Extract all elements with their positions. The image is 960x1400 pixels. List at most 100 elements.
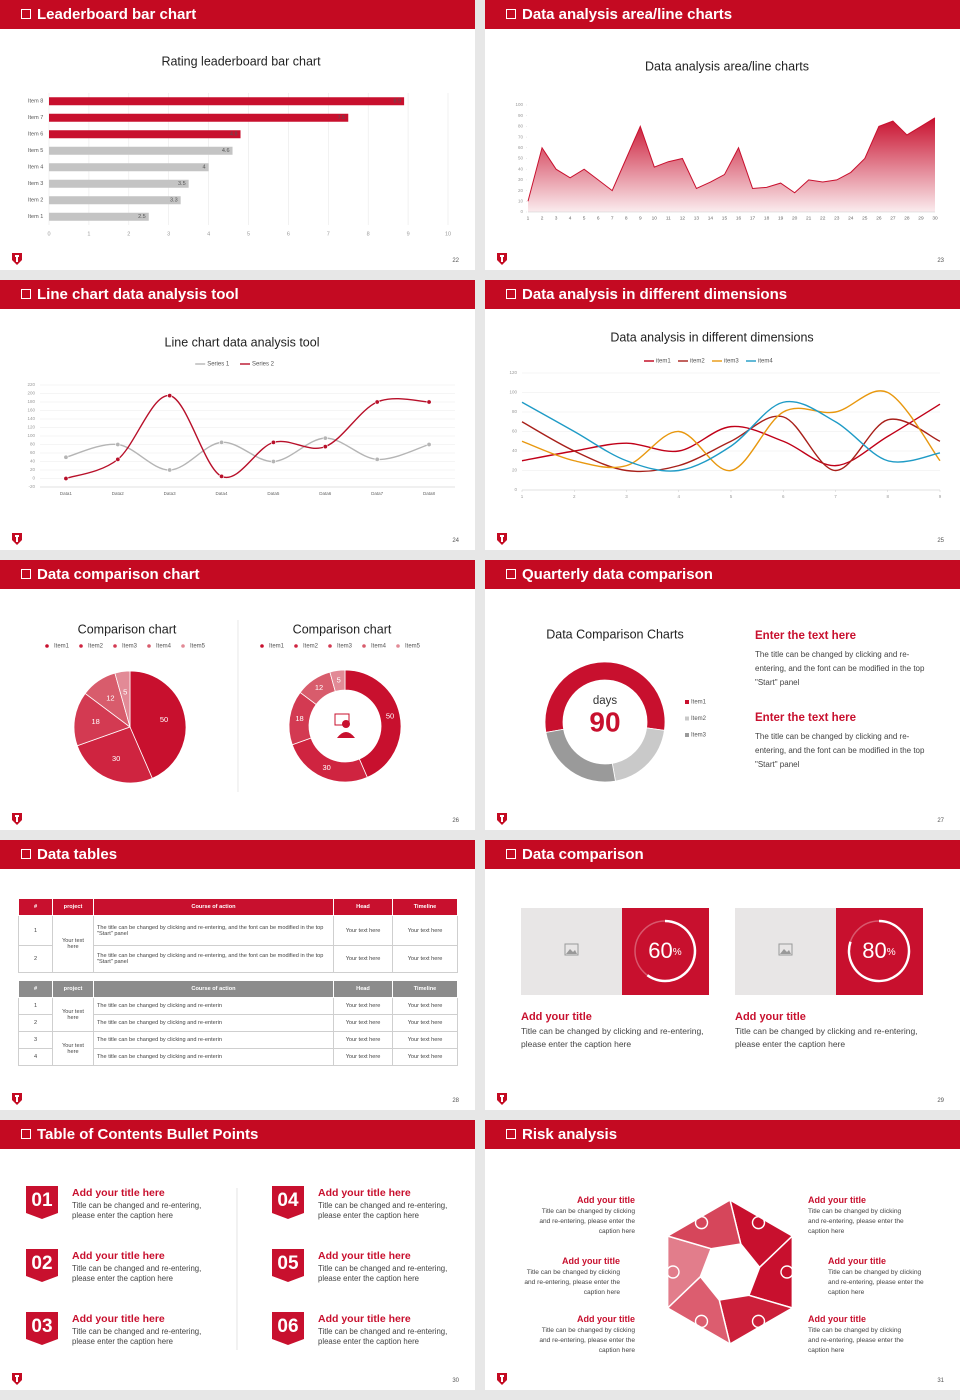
category-label: Item 4 bbox=[28, 165, 43, 171]
pie-slice bbox=[545, 728, 616, 783]
icon-picture bbox=[564, 943, 579, 956]
item-text: Title can be changed and re-entering, pl… bbox=[72, 1327, 202, 1346]
category-label: Item 2 bbox=[28, 198, 43, 204]
legend-swatch bbox=[147, 644, 151, 648]
legend-swatch bbox=[685, 700, 689, 704]
legend-label: Series 1 bbox=[207, 362, 230, 368]
table-row: 2 The title can be changed by clicking an… bbox=[18, 945, 458, 973]
series-line bbox=[521, 400, 941, 472]
slide-title: Data comparison chart bbox=[37, 566, 200, 583]
segment-icon bbox=[694, 1314, 709, 1329]
x-tick-label: 14 bbox=[708, 215, 714, 221]
x-tick-label: 3 bbox=[555, 215, 558, 221]
bar bbox=[49, 163, 209, 172]
x-tick-label: 8 bbox=[625, 215, 628, 221]
y-tick-label: 30 bbox=[518, 177, 524, 182]
y-tick-label: 50 bbox=[518, 156, 524, 161]
slide-header: Data comparison bbox=[485, 840, 960, 869]
progress-value: 80% bbox=[862, 938, 895, 963]
logo-mark bbox=[500, 815, 504, 822]
category-label: Item 6 bbox=[28, 132, 43, 138]
head-cell: Your text here bbox=[333, 1031, 393, 1049]
x-tick-label: Data7 bbox=[371, 491, 384, 496]
header-cell: Head bbox=[333, 898, 393, 916]
point bbox=[219, 439, 225, 445]
y-tick-label: 120 bbox=[27, 425, 35, 430]
slide: Table of Contents Bullet Points 30 01 Add y… bbox=[0, 1120, 475, 1390]
x-tick-label: Data8 bbox=[423, 491, 436, 496]
y-tick-label: 0 bbox=[514, 487, 517, 492]
badge-number: 05 bbox=[277, 1253, 299, 1274]
slide: Data comparison chart Comparison chart 50 3… bbox=[0, 560, 475, 830]
x-tick-label: Data3 bbox=[164, 491, 177, 496]
course-cell: The title can be changed by clicking and… bbox=[93, 1031, 334, 1049]
risk-title: Add your title bbox=[808, 1314, 866, 1324]
page-number: 28 bbox=[452, 1098, 459, 1104]
value-number: 60 bbox=[648, 938, 672, 963]
legend-swatch bbox=[181, 644, 185, 648]
data-label: 30 bbox=[323, 763, 331, 772]
data-label: 4 bbox=[203, 165, 206, 171]
data-label: 18 bbox=[295, 714, 303, 723]
slide-header: Quarterly data comparison bbox=[485, 560, 960, 589]
course-cell: The title can be changed by clicking and… bbox=[93, 915, 334, 946]
project-cell: Your text here bbox=[52, 997, 94, 1032]
x-tick-label: 1 bbox=[521, 494, 524, 499]
point bbox=[374, 456, 380, 462]
table-row: 1 Your text here The title can be changed … bbox=[18, 997, 458, 1032]
number-badge bbox=[26, 1249, 58, 1282]
x-tick-label: 16 bbox=[736, 215, 742, 221]
page-number: 27 bbox=[937, 818, 944, 824]
x-tick-label: 5 bbox=[583, 215, 586, 221]
data-label: 5 bbox=[337, 675, 341, 684]
number-badge bbox=[272, 1312, 304, 1345]
x-tick-label: 2 bbox=[127, 231, 130, 237]
pie-slice bbox=[544, 661, 666, 733]
slide-title: Table of Contents Bullet Points bbox=[37, 1126, 259, 1143]
x-tick-label: 13 bbox=[694, 215, 700, 221]
head-cell: Your text here bbox=[333, 1048, 393, 1066]
x-tick-label: 7 bbox=[327, 231, 330, 237]
checkbox-icon bbox=[21, 289, 31, 299]
head-cell: Your text here bbox=[333, 915, 393, 946]
series-line bbox=[521, 403, 941, 467]
header-row: # project Course of action Head Timeline bbox=[18, 898, 458, 916]
data-label: 2.5 bbox=[138, 214, 146, 220]
header-cell: Course of action bbox=[93, 898, 334, 916]
slide-canvas: Comparison chart 50 30 18 12 5 Item1 Item2 Item3… bbox=[45, 620, 421, 792]
chart-title: Data Comparison Charts bbox=[546, 627, 684, 641]
course-cell: The title can be changed by clicking and… bbox=[93, 945, 334, 973]
point bbox=[167, 393, 173, 399]
logo-mark bbox=[15, 1375, 19, 1382]
risk-title: Add your title bbox=[562, 1256, 620, 1266]
x-tick-label: 28 bbox=[904, 215, 910, 221]
slide-title: Data analysis area/line charts bbox=[522, 6, 733, 23]
y-tick-label: 20 bbox=[518, 188, 524, 193]
logo bbox=[497, 253, 507, 265]
progress-arc bbox=[646, 919, 697, 983]
row-number: 1 bbox=[18, 997, 53, 1015]
chart: Data analysis area/line charts 0 10 20 30 40 5… bbox=[515, 59, 938, 221]
legend-swatch bbox=[260, 644, 264, 648]
segment-icon bbox=[666, 1265, 680, 1279]
segment-icon bbox=[751, 1314, 766, 1329]
category-label: Item 7 bbox=[28, 115, 43, 121]
logo bbox=[12, 1093, 22, 1105]
logo bbox=[12, 253, 22, 265]
checkbox-icon bbox=[21, 569, 31, 579]
chart: Comparison chart 50 30 18 12 5 Item1 Item2 Item3… bbox=[260, 622, 421, 783]
page-number: 23 bbox=[937, 258, 944, 264]
block-text: The title can be changed by clicking and… bbox=[755, 650, 925, 687]
slide-header: Data comparison chart bbox=[0, 560, 475, 589]
bar bbox=[49, 113, 349, 122]
y-tick-label: 60 bbox=[30, 450, 36, 455]
slide-canvas bbox=[26, 1186, 304, 1350]
project-cell: Your text here bbox=[52, 915, 94, 973]
x-tick-label: 4 bbox=[677, 494, 680, 499]
legend-label: Item4 bbox=[156, 644, 172, 650]
item-text: Title can be changed and re-entering, pl… bbox=[72, 1201, 202, 1220]
logo bbox=[12, 533, 22, 545]
y-tick-label: 100 bbox=[27, 433, 35, 438]
x-tick-label: 10 bbox=[445, 231, 451, 237]
header-cell: # bbox=[18, 980, 53, 998]
